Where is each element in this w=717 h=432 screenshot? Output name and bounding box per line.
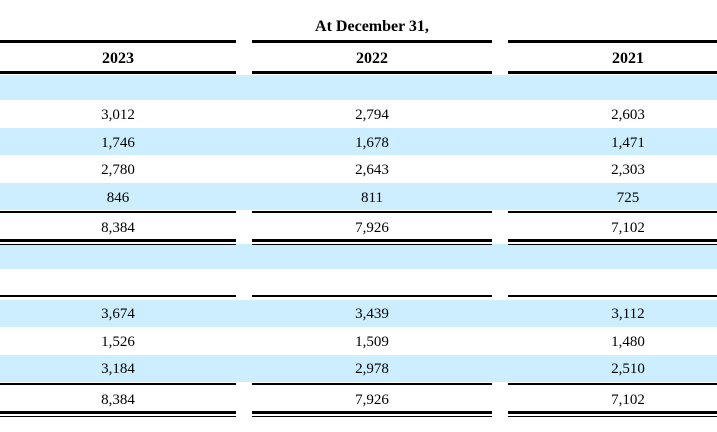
cell: 3,012 (101, 107, 135, 123)
section2-rule (252, 295, 492, 297)
double-rule (252, 244, 492, 245)
cell: 2,794 (355, 107, 389, 123)
cell: 2,978 (355, 361, 389, 377)
title-rule (252, 40, 492, 43)
total-rule (508, 211, 717, 213)
title-rule (0, 40, 236, 43)
double-rule (508, 239, 717, 242)
row-band (0, 355, 717, 382)
table-title: At December 31, (315, 18, 429, 35)
total-rule (0, 211, 236, 213)
section2-heading-band (0, 244, 717, 269)
header-rule (0, 71, 236, 74)
year-header-2022: 2022 (356, 50, 388, 67)
year-header-2021: 2021 (612, 50, 644, 67)
double-rule (252, 416, 492, 417)
cell: 3,439 (355, 306, 389, 322)
double-rule (0, 239, 236, 242)
double-rule (508, 244, 717, 245)
total-rule (508, 383, 717, 385)
row-band (0, 300, 717, 327)
cell: 3,674 (101, 306, 135, 322)
cell: 1,509 (355, 334, 389, 350)
cell: 3,184 (101, 361, 135, 377)
cell: 1,526 (101, 334, 135, 350)
cell: 2,510 (611, 361, 645, 377)
cell: 3,112 (611, 306, 645, 322)
double-rule (252, 239, 492, 242)
cell: 2,603 (611, 107, 645, 123)
double-rule (0, 244, 236, 245)
total-rule (0, 383, 236, 385)
double-rule (252, 411, 492, 414)
title-rule (508, 40, 717, 43)
cell: 1,471 (611, 135, 645, 151)
section2-rule (508, 295, 717, 297)
total-cell: 7,102 (611, 392, 645, 408)
section2-rule (0, 295, 236, 297)
double-rule (0, 411, 236, 414)
header-rule (508, 71, 717, 74)
cell: 2,780 (101, 162, 135, 178)
cell: 2,643 (355, 162, 389, 178)
cell: 1,480 (611, 334, 645, 350)
row-band (0, 183, 717, 210)
total-cell: 7,926 (355, 220, 389, 236)
total-rule (252, 383, 492, 385)
double-rule (508, 416, 717, 417)
cell: 846 (106, 190, 130, 206)
total-cell: 7,926 (355, 392, 389, 408)
total-cell: 8,384 (101, 220, 135, 236)
cell: 2,303 (611, 162, 645, 178)
header-rule (252, 71, 492, 74)
cell: 811 (361, 190, 383, 206)
cell: 1,746 (101, 135, 135, 151)
double-rule (0, 416, 236, 417)
double-rule (508, 411, 717, 414)
section1-heading-band (0, 75, 717, 100)
cell: 1,678 (355, 135, 389, 151)
cell: 725 (616, 190, 640, 206)
total-rule (252, 211, 492, 213)
year-header-2023: 2023 (102, 50, 134, 67)
total-cell: 7,102 (611, 220, 645, 236)
total-cell: 8,384 (101, 392, 135, 408)
row-band (0, 128, 717, 155)
